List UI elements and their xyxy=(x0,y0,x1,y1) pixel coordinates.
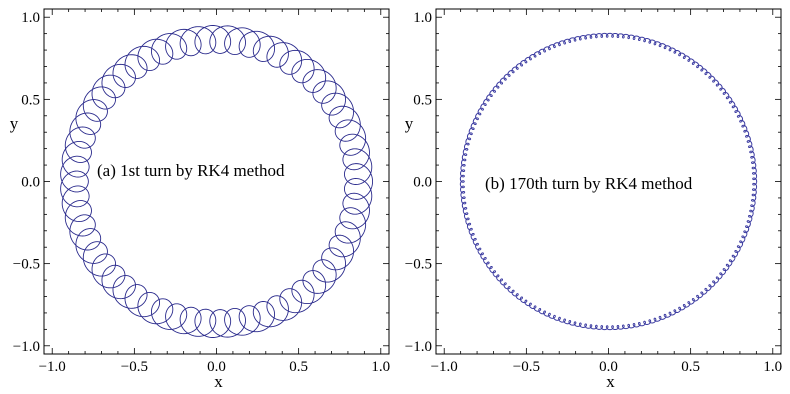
x-tick-label: 0.0 xyxy=(207,359,226,375)
plot-frame xyxy=(43,8,390,355)
x-tick-label: −0.5 xyxy=(121,359,148,375)
x-tick-label: 1.0 xyxy=(371,359,390,375)
y-axis-label: y xyxy=(405,114,414,133)
x-tick-label: 0.0 xyxy=(599,359,618,375)
y-tick-label: −1.0 xyxy=(13,339,40,355)
y-axis-label: y xyxy=(10,114,19,133)
x-tick-label: 1.0 xyxy=(763,359,782,375)
y-tick-label: −0.5 xyxy=(13,257,40,273)
x-tick-label: −1.0 xyxy=(431,359,458,375)
trajectory-line xyxy=(459,32,758,331)
trajectory-line xyxy=(60,25,374,338)
x-axis-label: x xyxy=(606,372,615,391)
x-tick-label: 0.5 xyxy=(681,359,700,375)
x-axis-label: x xyxy=(214,372,223,391)
y-tick-label: 0.0 xyxy=(413,175,432,191)
y-tick-label: 1.0 xyxy=(413,10,432,26)
x-tick-label: 0.5 xyxy=(289,359,308,375)
x-tick-label: −1.0 xyxy=(39,359,66,375)
y-tick-label: 0.5 xyxy=(21,92,40,108)
panel-b: −1.0 −0.5 0.0 0.5 1.0 −1.0 −0.5 0.0 0.5 1.0 x y (b) … xyxy=(405,8,782,391)
y-tick-label: −0.5 xyxy=(405,257,432,273)
y-tick-label: 1.0 xyxy=(21,10,40,26)
y-tick-label: 0.0 xyxy=(21,175,40,191)
y-tick-label: −1.0 xyxy=(405,339,432,355)
ticks xyxy=(44,9,389,354)
panel-annotation: (a) 1st turn by RK4 method xyxy=(97,161,285,180)
ticks xyxy=(436,9,781,354)
y-tick-label: 0.5 xyxy=(413,92,432,108)
x-tick-label: −0.5 xyxy=(513,359,540,375)
panel-annotation: (b) 170th turn by RK4 method xyxy=(485,174,693,193)
panel-a: −1.0 −0.5 0.0 0.5 1.0 −1.0 −0.5 0.0 0.5 1.0 x y (a) … xyxy=(10,8,390,391)
